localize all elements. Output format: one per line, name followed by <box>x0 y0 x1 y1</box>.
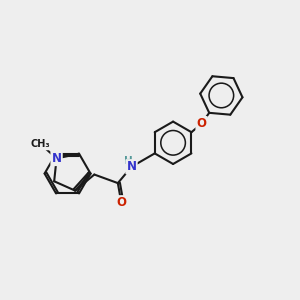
Text: N: N <box>127 160 136 173</box>
Text: CH₃: CH₃ <box>30 139 50 149</box>
Text: N: N <box>52 152 61 165</box>
Text: H: H <box>124 157 132 166</box>
Text: O: O <box>116 196 126 209</box>
Text: O: O <box>196 117 207 130</box>
